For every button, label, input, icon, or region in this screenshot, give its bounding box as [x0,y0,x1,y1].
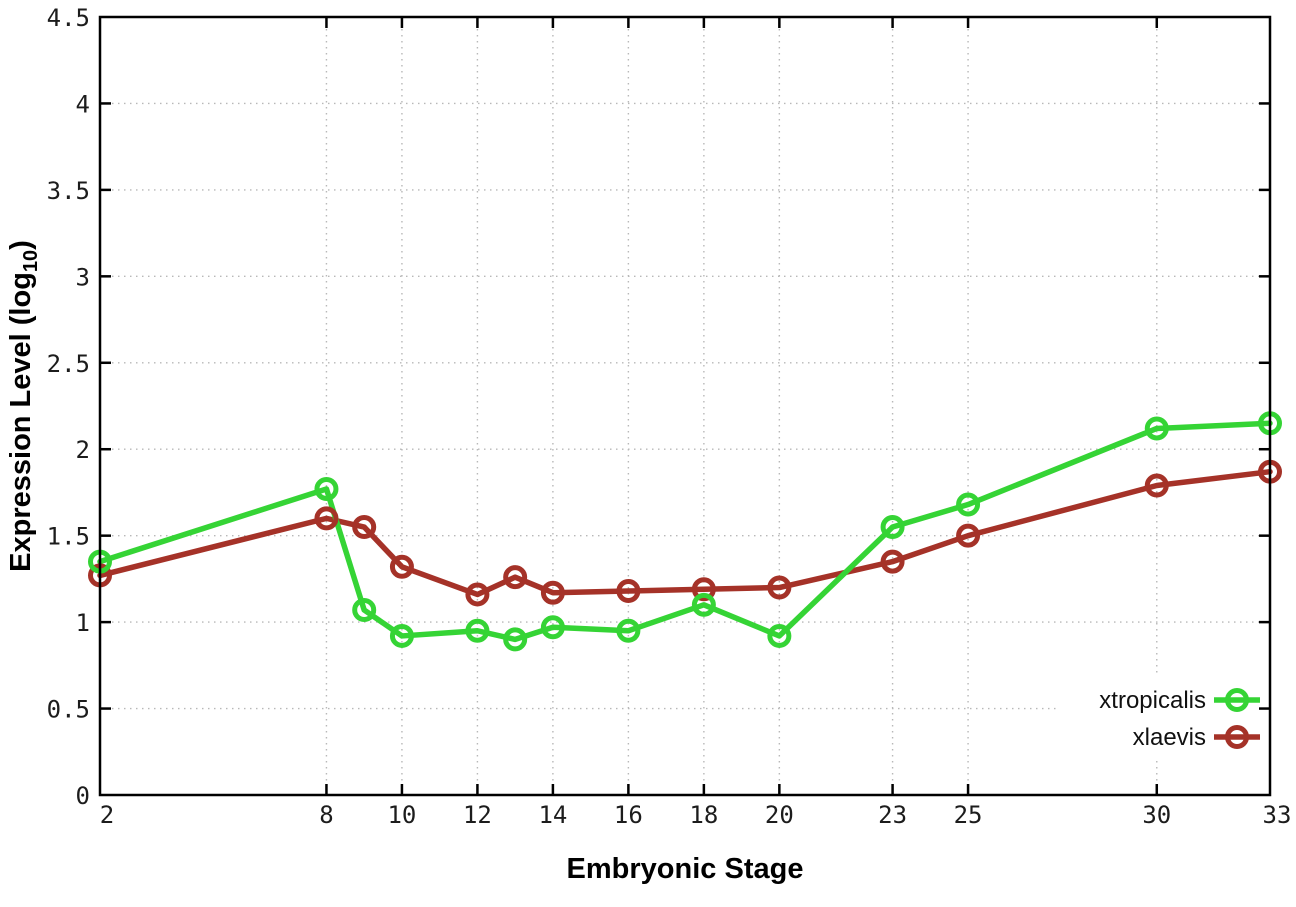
data-point-marker-xtropicalis [956,492,981,517]
data-point-marker-xtropicalis [1144,416,1169,441]
data-point-marker-xtropicalis [767,623,792,648]
x-tick-label: 30 [1142,801,1171,829]
x-tick-label: 12 [463,801,492,829]
legend-label-xtropicalis: xtropicalis [1099,687,1206,714]
x-tick-label: 2 [100,801,114,829]
x-tick-label: 14 [538,801,567,829]
data-point-marker-xtropicalis [389,623,414,648]
legend-sample-marker-xtropicalis [1225,688,1249,712]
x-tick-label: 16 [614,801,643,829]
series-line-xlaevis [97,468,1273,598]
x-tick-label: 10 [387,801,416,829]
data-point-marker-xlaevis [956,523,981,548]
y-tick-label: 2.5 [47,350,90,378]
y-tick-label: 3.5 [47,177,90,205]
plot-border [98,15,1272,797]
y-tick-label: 4.5 [47,4,90,32]
data-point-marker-xlaevis [540,580,565,605]
legend: xtropicalis xlaevis [1099,687,1260,751]
y-tick-label: 0.5 [47,696,90,724]
x-tick-label: 23 [878,801,907,829]
plot-frame-and-ticks [98,15,1272,797]
legend-label-xlaevis: xlaevis [1133,724,1206,751]
data-series [88,411,1282,652]
y-tick-label: 4 [76,90,90,118]
data-point-marker-xtropicalis [616,618,641,643]
x-axis-title: Embryonic Stage [567,853,804,885]
x-tick-label: 8 [319,801,333,829]
y-axis-title: Expression Level (log10) [5,240,42,572]
legend-sample-marker-xlaevis [1225,725,1249,749]
data-point-marker-xtropicalis [691,592,716,617]
data-point-marker-xlaevis [616,578,641,603]
y-axis-title-subscript: 10 [20,250,42,272]
data-point-marker-xtropicalis [352,598,377,623]
legend-samples [1214,688,1260,749]
data-point-marker-xtropicalis [314,476,339,501]
gridlines [100,17,1270,795]
data-point-marker-xlaevis [880,549,905,574]
y-axis-title-close: ) [5,240,37,250]
data-point-marker-xtropicalis [880,515,905,540]
y-tick-label: 1 [76,609,90,637]
data-point-marker-xlaevis [1144,473,1169,498]
data-point-marker-xlaevis [389,554,414,579]
y-axis-title-main: Expression Level (log [5,272,37,572]
x-tick-label: 20 [765,801,794,829]
axis-tick-labels: 2 8 10 12 14 16 18 20 23 25 30 33 0 0.5 1 1.5 2 2.5 3 3.5 4 4… [47,4,1292,829]
data-point-marker-xlaevis [314,506,339,531]
y-tick-label: 0 [76,782,90,810]
x-tick-label: 33 [1263,801,1292,829]
x-tick-label: 25 [954,801,983,829]
data-point-marker-xlaevis [691,577,716,602]
x-tick-label: 18 [689,801,718,829]
legend-background [1058,676,1262,760]
data-point-marker-xtropicalis [465,618,490,643]
y-tick-label: 2 [76,436,90,464]
data-point-marker-xlaevis [352,515,377,540]
y-tick-label: 1.5 [47,523,90,551]
data-point-marker-xlaevis [503,565,528,590]
data-point-marker-xlaevis [465,582,490,607]
data-point-marker-xlaevis [767,575,792,600]
data-point-marker-xtropicalis [503,627,528,652]
data-point-marker-xtropicalis [540,615,565,640]
y-tick-label: 3 [76,263,90,291]
